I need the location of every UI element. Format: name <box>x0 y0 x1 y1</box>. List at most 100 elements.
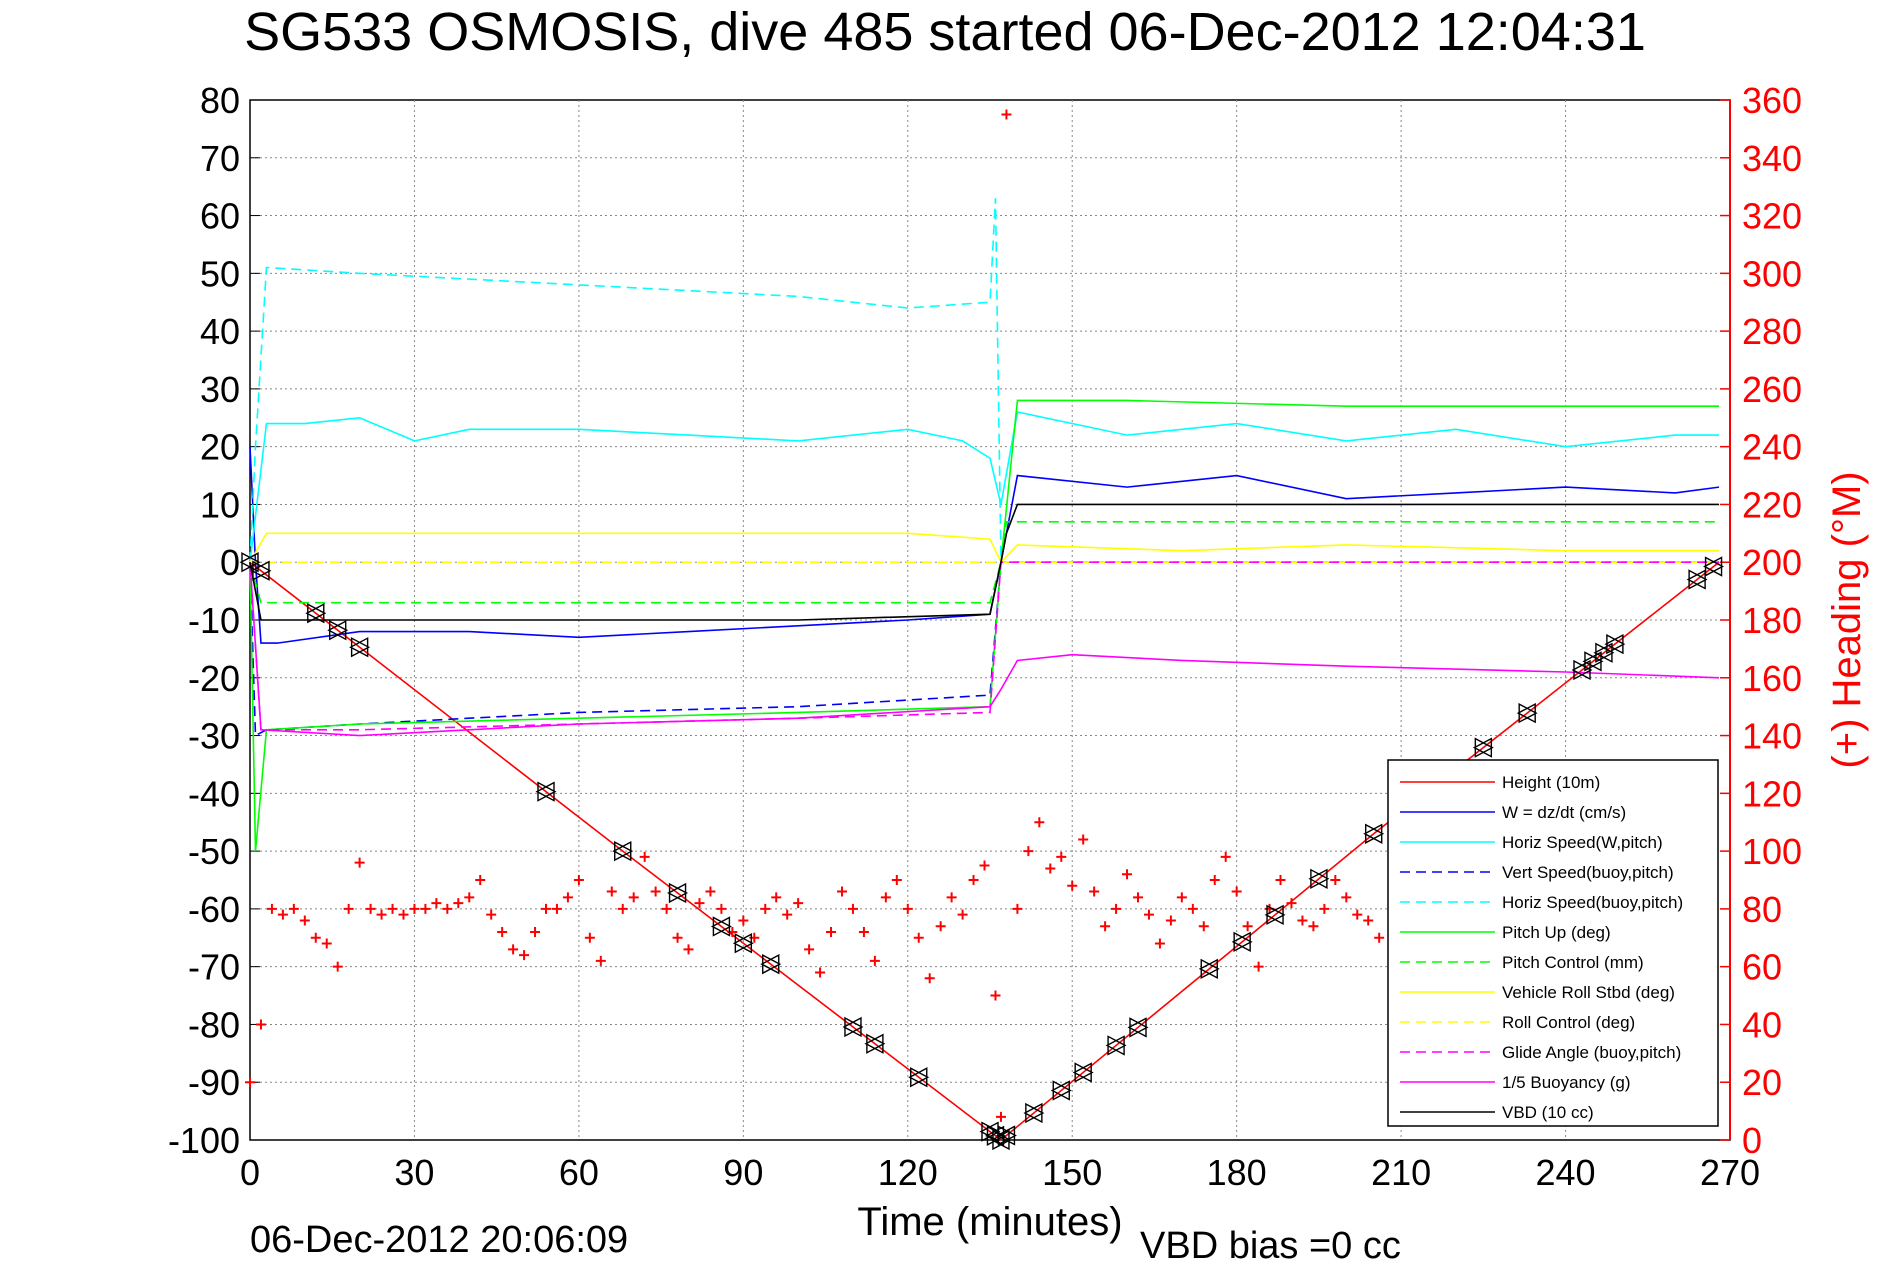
heading-point <box>1330 875 1341 885</box>
x-axis-ticks: 0 30 60 90 120 150 180 210 240 270 <box>240 1152 1760 1193</box>
height-marker <box>908 1067 930 1088</box>
heading-point <box>365 903 376 914</box>
heading-point <box>738 915 749 926</box>
height-marker <box>612 840 634 862</box>
heading-point <box>1242 921 1253 932</box>
heading-point <box>486 909 497 920</box>
heading-point <box>913 932 924 943</box>
heading-point <box>1143 909 1154 920</box>
right-tick-label: 160 <box>1742 658 1802 699</box>
y-tick-label: 70 <box>200 138 240 179</box>
heading-point <box>595 955 606 966</box>
height-marker <box>1023 1102 1045 1124</box>
y-tick-label: -10 <box>188 600 240 641</box>
y-tick-label: -60 <box>188 889 240 930</box>
y-tick-label: 0 <box>220 542 240 583</box>
series-line <box>249 561 1720 737</box>
heading-point <box>475 875 486 885</box>
heading-point <box>1231 886 1242 897</box>
heading-point <box>782 909 793 920</box>
heading-point <box>1034 817 1045 828</box>
y-tick-label: -80 <box>188 1004 240 1045</box>
x-tick-label: 90 <box>723 1152 763 1193</box>
height-marker <box>327 620 349 641</box>
heading-point <box>1023 846 1034 857</box>
series-line <box>249 411 1720 563</box>
heading-point <box>804 944 815 955</box>
y-tick-label: 30 <box>200 369 240 410</box>
x-tick-label: 210 <box>1371 1152 1431 1193</box>
height-marker <box>535 781 557 802</box>
right-tick-label: 180 <box>1742 600 1802 641</box>
height-marker <box>760 953 782 975</box>
heading-point <box>957 909 968 920</box>
height-marker <box>1582 651 1604 672</box>
heading-point <box>716 903 727 914</box>
heading-point <box>420 903 431 914</box>
heading-point <box>277 909 288 920</box>
y-tick-label: -90 <box>188 1062 240 1103</box>
heading-point <box>519 950 530 961</box>
series-line <box>249 561 1720 1142</box>
heading-point <box>1176 892 1187 903</box>
right-tick-label: 320 <box>1742 196 1802 237</box>
right-tick-label: 40 <box>1742 1004 1782 1045</box>
heading-point <box>409 903 420 914</box>
right-tick-label: 60 <box>1742 947 1782 988</box>
heading-point <box>398 909 409 920</box>
legend-label: VBD (10 cc) <box>1502 1103 1594 1122</box>
heading-point <box>1275 875 1286 885</box>
height-marker <box>1127 1017 1149 1038</box>
heading-point <box>1001 109 1012 120</box>
height-marker <box>1264 904 1286 925</box>
heading-point <box>826 927 837 937</box>
heading-point <box>497 927 508 937</box>
heading-point <box>310 932 321 943</box>
heading-point <box>541 903 551 914</box>
right-tick-label: 100 <box>1742 831 1802 872</box>
height-marker <box>1231 931 1253 953</box>
y-axis-left-ticks: 80 70 60 50 40 30 20 10 0 -10 -20 -30 -40 -50 -60 -70 -8… <box>168 80 260 1161</box>
height-marker <box>842 1016 864 1038</box>
heading-point <box>1220 851 1231 862</box>
heading-point <box>431 898 442 909</box>
heading-point <box>530 927 541 937</box>
series-line <box>249 503 1720 621</box>
heading-point <box>946 892 957 903</box>
heading-point <box>924 973 935 984</box>
legend-label: Horiz Speed(buoy,pitch) <box>1502 893 1683 912</box>
x-tick-label: 150 <box>1042 1152 1102 1193</box>
height-marker <box>1308 868 1330 889</box>
heading-point <box>453 898 464 909</box>
heading-point <box>508 944 519 955</box>
heading-point <box>1100 921 1111 932</box>
y-tick-label: 60 <box>200 196 240 237</box>
legend-label: Vert Speed(buoy,pitch) <box>1502 863 1674 882</box>
right-tick-label: 240 <box>1742 427 1802 468</box>
y-tick-label: -100 <box>168 1120 240 1161</box>
heading-point <box>837 886 847 897</box>
y-tick-label: 20 <box>200 427 240 468</box>
x-tick-label: 270 <box>1700 1152 1760 1193</box>
height-marker <box>995 1125 1017 1146</box>
y-tick-label: -30 <box>188 716 240 757</box>
height-marker <box>305 603 327 624</box>
y-tick-label: 50 <box>200 253 240 294</box>
heading-point <box>891 875 902 885</box>
heading-point <box>1133 892 1143 903</box>
legend-label: Glide Angle (buoy,pitch) <box>1502 1043 1681 1062</box>
height-marker <box>667 882 689 904</box>
heading-point <box>1297 915 1308 926</box>
heading-point <box>1154 938 1165 949</box>
heading-point <box>995 1111 1006 1122</box>
height-marker <box>710 916 732 937</box>
right-tick-label: 220 <box>1742 484 1802 525</box>
series-line <box>249 446 1720 644</box>
heading-point <box>880 892 891 903</box>
right-tick-label: 140 <box>1742 716 1802 757</box>
right-tick-label: 20 <box>1742 1062 1782 1103</box>
heading-point <box>1045 863 1056 874</box>
heading-point <box>979 860 990 871</box>
x-tick-label: 0 <box>240 1152 260 1193</box>
